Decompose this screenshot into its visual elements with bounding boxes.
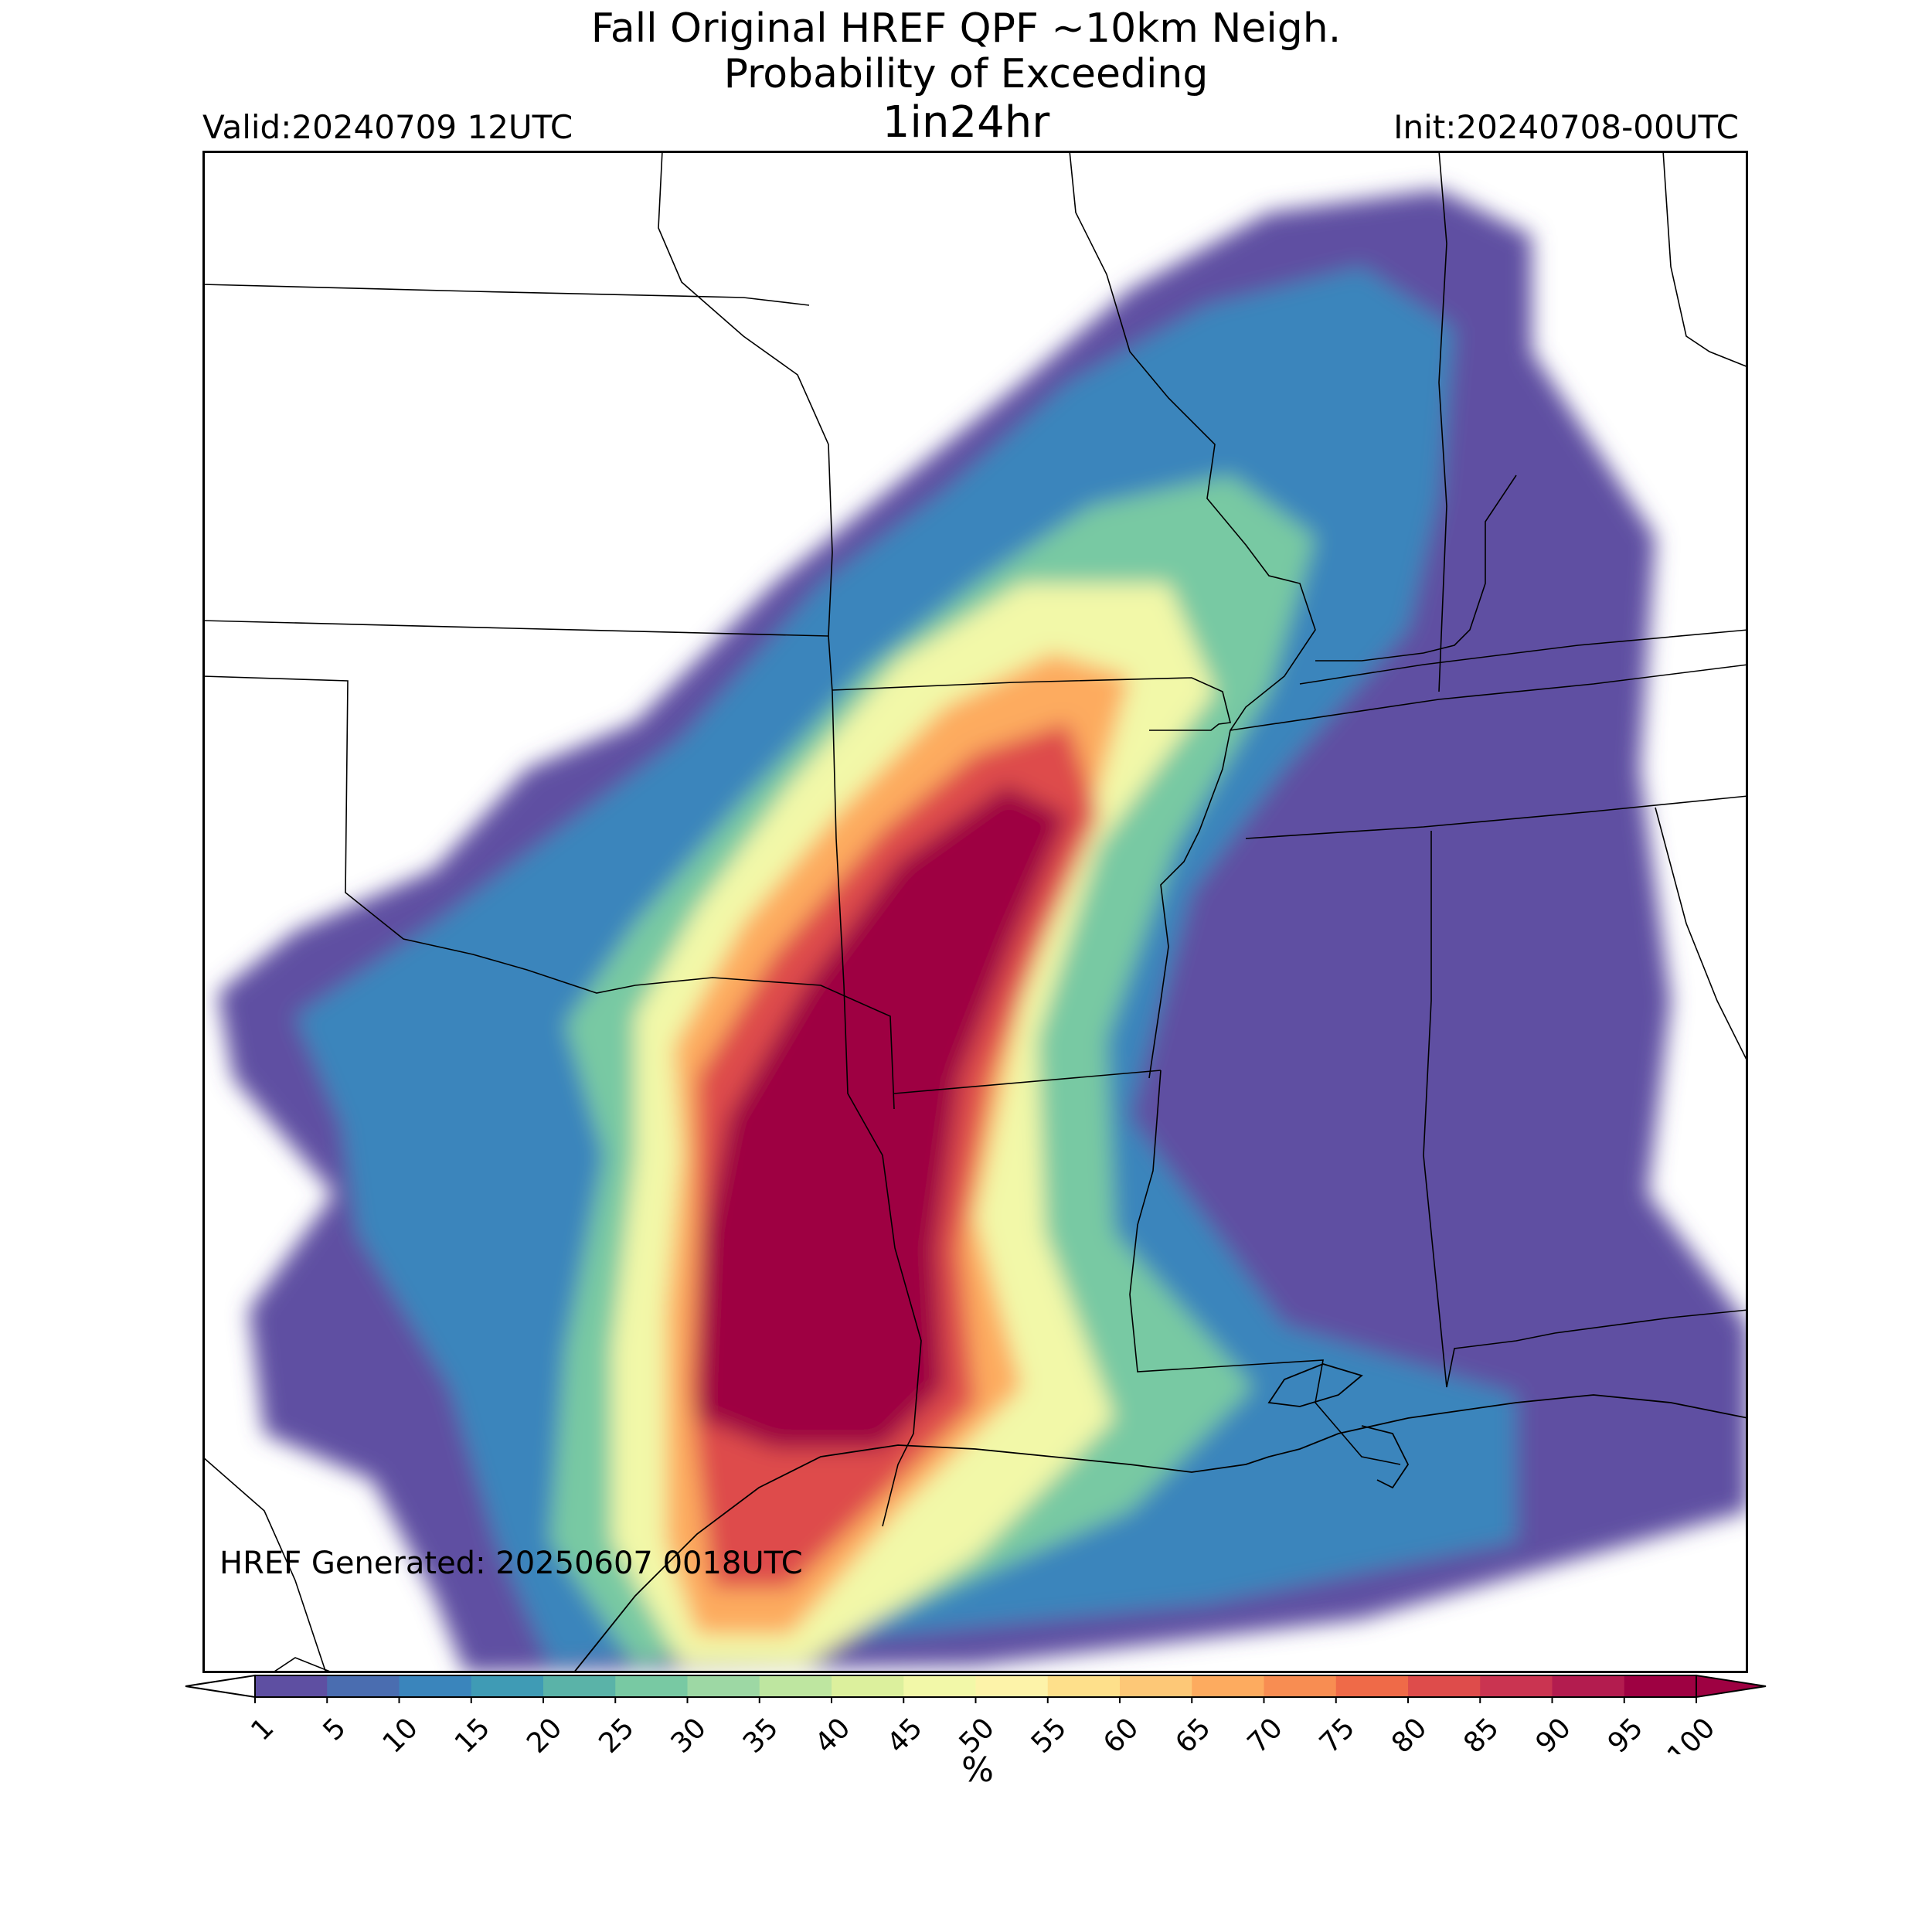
colorbar-tick-label: 1 (245, 1712, 280, 1747)
colorbar-swatch (327, 1675, 400, 1697)
colorbar-swatch (543, 1675, 616, 1697)
colorbar-swatch (1480, 1675, 1553, 1697)
colorbar-tick-label: 15 (449, 1712, 496, 1754)
colorbar-swatch (1408, 1675, 1481, 1697)
colorbar-tick-label: 60 (1097, 1712, 1145, 1754)
colorbar-tick-label: 75 (1314, 1712, 1361, 1754)
colorbar-swatch (903, 1675, 976, 1697)
colorbar-tick-label: 45 (881, 1712, 928, 1754)
valid-time: Valid:20240709 12UTC (202, 108, 573, 146)
colorbar-swatch (255, 1675, 328, 1697)
colorbar-tick-label: 70 (1242, 1712, 1289, 1754)
colorbar: 1 5 10 15 20 25 30 35 40 45 50 55 60 65 70 75 80 85 90 95 10… (185, 1674, 1767, 1754)
coastline (573, 1363, 1748, 1673)
colorbar-tick-label: 95 (1602, 1712, 1649, 1754)
colorbar-tick-label: 10 (377, 1712, 424, 1754)
title-line-1: Fall Original HREF QPF ~10km Neigh. (590, 5, 1342, 52)
colorbar-swatch (399, 1675, 472, 1697)
colorbar-tick-label: 50 (954, 1712, 1001, 1754)
colorbar-tick-label: 40 (809, 1712, 856, 1754)
colorbar-swatch (975, 1675, 1049, 1697)
title-line-2: Probability of Exceeding (723, 51, 1209, 97)
init-time: Init:20240708-00UTC (1393, 108, 1739, 146)
colorbar-swatch (832, 1675, 904, 1697)
colorbar-tick-label: 55 (1026, 1712, 1073, 1754)
colorbar-over-arrow (1696, 1674, 1767, 1699)
colorbar-swatch (615, 1675, 688, 1697)
map-frame (202, 151, 1748, 1673)
colorbar-swatch (687, 1675, 760, 1697)
colorbar-tick-label: 85 (1458, 1712, 1505, 1754)
colorbar-tick-label: 20 (521, 1712, 568, 1754)
colorbar-swatch (1120, 1675, 1192, 1697)
probability-map (202, 151, 1748, 1673)
colorbar-swatch (1264, 1675, 1337, 1697)
colorbar-swatch (1192, 1675, 1264, 1697)
title-line-3: 1in24hr (882, 97, 1050, 148)
colorbar-tick-label: 65 (1169, 1712, 1216, 1754)
colorbar-swatch (1552, 1675, 1625, 1697)
precip-field (218, 189, 1748, 1673)
colorbar-tick-label: 35 (737, 1712, 784, 1754)
colorbar-tick-label: 30 (665, 1712, 713, 1754)
colorbar-swatch (1335, 1675, 1409, 1697)
colorbar-tick-label: 80 (1386, 1712, 1433, 1754)
colorbar-swatch (1624, 1675, 1697, 1697)
colorbar-tick-label: 100 (1662, 1712, 1722, 1754)
field-95pct (697, 784, 1068, 1449)
colorbar-swatch (759, 1675, 832, 1697)
colorbar-unit-label: % (961, 1750, 994, 1790)
colorbar-swatch (1047, 1675, 1121, 1697)
colorbar-under-arrow (185, 1674, 256, 1699)
colorbar-tick-label: 90 (1530, 1712, 1577, 1754)
colorbar-swatch (471, 1675, 544, 1697)
generated-timestamp: HREF Generated: 20250607 0018UTC (219, 1546, 803, 1581)
colorbar-tick-label: 25 (593, 1712, 640, 1754)
state-boundaries (202, 151, 1748, 1673)
colorbar-tick-label: 5 (318, 1712, 352, 1747)
